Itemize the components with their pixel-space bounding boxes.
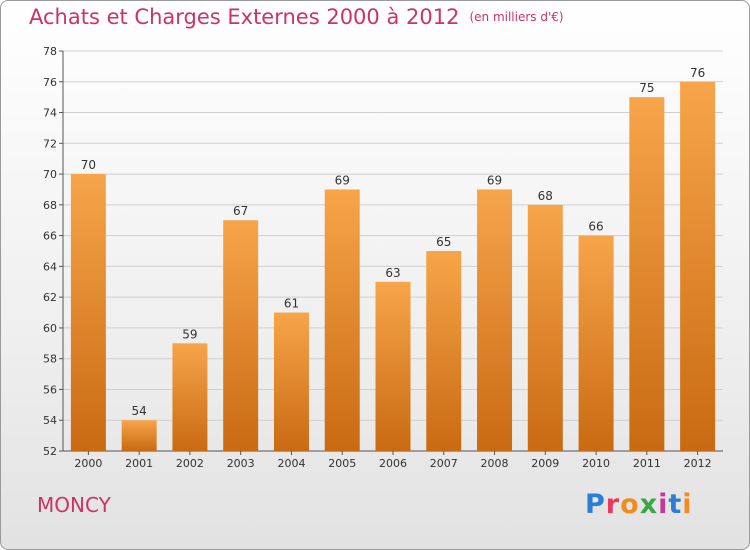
- bar: [121, 420, 157, 451]
- bar-value-label: 76: [690, 66, 705, 80]
- bar-value-label: 61: [284, 297, 299, 311]
- x-tick-label: 2011: [633, 457, 661, 470]
- y-tick-label: 76: [43, 76, 57, 89]
- chart-subtitle: (en milliers d'€): [469, 10, 564, 24]
- bar-value-label: 66: [588, 220, 603, 234]
- logo-letter: r: [605, 489, 621, 520]
- x-tick-label: 2005: [328, 457, 356, 470]
- logo-letter: t: [668, 489, 683, 520]
- chart-title-text: Achats et Charges Externes 2000 à 2012: [29, 5, 460, 29]
- y-tick-label: 52: [43, 445, 57, 458]
- y-tick-label: 74: [43, 107, 57, 120]
- bar: [578, 235, 614, 451]
- bar-value-label: 59: [182, 327, 197, 341]
- y-tick-label: 64: [43, 260, 57, 273]
- y-tick-label: 72: [43, 137, 57, 150]
- bar: [426, 251, 462, 451]
- x-tick-label: 2001: [125, 457, 153, 470]
- x-tick-label: 2004: [277, 457, 305, 470]
- x-tick-label: 2010: [582, 457, 610, 470]
- bar-value-label: 75: [639, 81, 654, 95]
- bar: [680, 81, 716, 452]
- logo-letter: P: [585, 489, 606, 520]
- proxiti-logo: Proxiti: [585, 489, 693, 520]
- x-tick-label: 2000: [74, 457, 102, 470]
- bar: [223, 220, 259, 451]
- bar: [70, 174, 106, 452]
- town-name: MONCY: [37, 493, 111, 517]
- y-tick-label: 70: [43, 168, 57, 181]
- bar: [172, 343, 208, 451]
- bar-value-label: 54: [132, 404, 147, 418]
- x-tick-label: 2008: [481, 457, 509, 470]
- bar: [477, 189, 513, 451]
- y-tick-label: 66: [43, 230, 57, 243]
- y-tick-label: 78: [43, 45, 57, 58]
- logo-letter: i: [682, 489, 693, 520]
- y-tick-label: 56: [43, 383, 57, 396]
- x-tick-label: 2003: [227, 457, 255, 470]
- bar-value-label: 70: [81, 158, 96, 172]
- x-tick-label: 2006: [379, 457, 407, 470]
- x-tick-label: 2002: [176, 457, 204, 470]
- x-tick-label: 2012: [684, 457, 712, 470]
- logo-letter: i: [658, 489, 669, 520]
- bar-value-label: 69: [487, 173, 502, 187]
- y-tick-label: 54: [43, 414, 57, 427]
- logo-letter: o: [620, 489, 640, 520]
- bar: [273, 312, 309, 451]
- bar-value-label: 63: [385, 266, 400, 280]
- y-tick-label: 62: [43, 291, 57, 304]
- y-tick-label: 68: [43, 199, 57, 212]
- y-tick-label: 58: [43, 353, 57, 366]
- bar: [629, 97, 665, 452]
- bar: [375, 281, 411, 451]
- bar: [324, 189, 360, 451]
- x-tick-label: 2009: [531, 457, 559, 470]
- logo-letter: x: [639, 489, 659, 520]
- bar: [527, 204, 563, 451]
- bar-value-label: 69: [335, 173, 350, 187]
- y-tick-label: 60: [43, 322, 57, 335]
- bar-value-label: 68: [538, 189, 553, 203]
- bar-value-label: 67: [233, 204, 248, 218]
- chart-title: Achats et Charges Externes 2000 à 2012 (e…: [29, 5, 564, 29]
- x-tick-label: 2007: [430, 457, 458, 470]
- bar-value-label: 65: [436, 235, 451, 249]
